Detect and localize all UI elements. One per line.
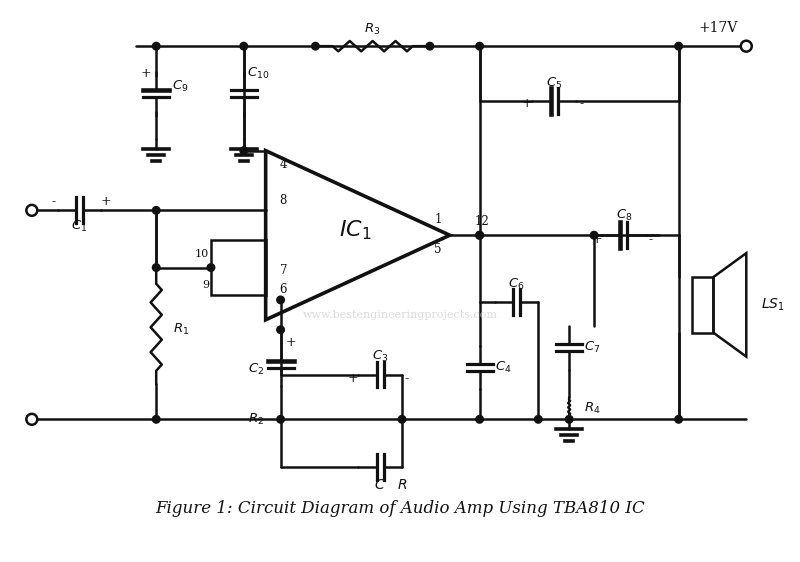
Circle shape [26,414,38,425]
Bar [691,277,714,333]
Text: 10: 10 [194,249,209,259]
Circle shape [476,232,483,239]
Circle shape [741,40,752,52]
Text: 5: 5 [434,243,442,256]
Text: $C_3$: $C_3$ [372,349,388,364]
Circle shape [277,326,284,333]
Circle shape [675,415,682,423]
Text: $C$: $C$ [374,478,386,492]
Text: +: + [286,336,296,349]
Text: -: - [405,372,409,385]
Text: $C_9$: $C_9$ [172,79,189,93]
Bar [211,240,266,295]
Circle shape [476,232,483,239]
Text: 1: 1 [434,213,442,226]
Text: +: + [141,66,151,80]
Text: 6: 6 [279,283,287,297]
Text: $C_5$: $C_5$ [546,75,562,90]
Text: $C_6$: $C_6$ [508,277,525,292]
Text: Figure 1: Circuit Diagram of Audio Amp Using TBA810 IC: Figure 1: Circuit Diagram of Audio Amp U… [155,500,645,518]
Text: +: + [100,195,110,208]
Text: $IC_1$: $IC_1$ [339,219,371,242]
Circle shape [426,42,434,50]
Text: $C_7$: $C_7$ [584,340,601,355]
Text: -: - [579,97,583,110]
Text: $C_2$: $C_2$ [247,362,264,377]
Circle shape [153,42,160,50]
Text: 8: 8 [279,194,287,207]
Text: $R_4$: $R_4$ [584,401,601,416]
Text: $C_{10}$: $C_{10}$ [246,66,269,80]
Text: +: + [522,97,533,110]
Circle shape [153,264,160,271]
Circle shape [566,415,573,423]
Text: $C_1$: $C_1$ [71,219,88,234]
Text: 12: 12 [474,215,489,228]
Circle shape [153,415,160,423]
Text: $C_4$: $C_4$ [494,360,511,375]
Circle shape [398,415,406,423]
Circle shape [277,415,284,423]
Circle shape [277,296,284,303]
Text: $R$: $R$ [397,478,407,492]
Text: www.bestengineeringprojects.com: www.bestengineeringprojects.com [302,310,498,320]
Circle shape [153,207,160,214]
Circle shape [207,264,214,271]
Circle shape [675,42,682,50]
Text: 4: 4 [279,158,287,171]
Circle shape [534,415,542,423]
Text: $R_2$: $R_2$ [247,412,264,427]
Circle shape [240,42,247,50]
Text: -: - [52,195,56,208]
Text: $LS_1$: $LS_1$ [762,297,785,313]
Text: +: + [348,372,358,385]
Circle shape [240,147,247,155]
Text: $C_8$: $C_8$ [616,208,632,223]
Text: 9: 9 [202,280,209,290]
Text: $R_3$: $R_3$ [365,22,381,37]
Text: 7: 7 [279,264,287,277]
Text: -: - [649,233,653,246]
Circle shape [476,42,483,50]
Circle shape [476,415,483,423]
Circle shape [590,232,598,239]
Text: +17V: +17V [698,21,738,35]
Text: +: + [592,233,602,246]
Circle shape [312,42,319,50]
Circle shape [26,205,38,216]
Text: $R_1$: $R_1$ [173,322,190,337]
